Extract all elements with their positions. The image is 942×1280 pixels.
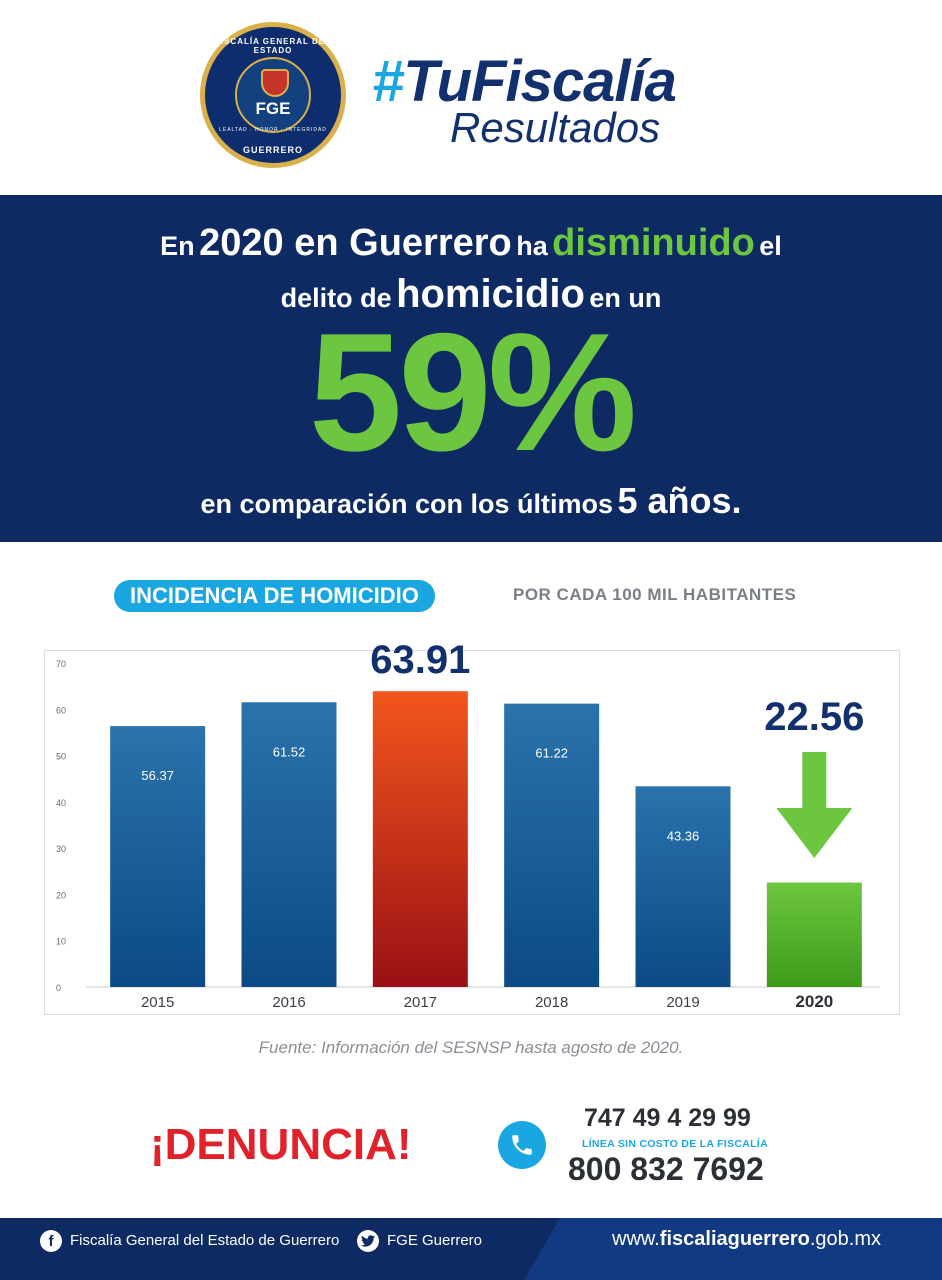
headline-years: 5 años <box>617 480 732 521</box>
data-label: 43.36 <box>667 828 700 843</box>
facebook-page-link[interactable]: Fiscalía General del Estado de Guerrero <box>70 1232 340 1249</box>
data-source-note: Fuente: Información del SESNSP hasta ago… <box>258 1038 684 1057</box>
web-prefix: www. <box>612 1228 660 1250</box>
campaign-hashtag: #TuFiscalía <box>372 48 677 115</box>
headline-text: ha <box>516 231 548 261</box>
data-label: 61.22 <box>535 746 568 761</box>
web-domain: fiscaliaguerrero <box>659 1228 810 1250</box>
reduction-percentage: 59% <box>308 298 637 486</box>
data-label-max: 63.91 <box>370 638 470 682</box>
phone-number-local[interactable]: 747 49 4 29 99 <box>584 1104 751 1132</box>
denuncia-heading: ¡DENUNCIA! <box>150 1120 412 1169</box>
seal-emblem: FGE <box>235 57 311 133</box>
hashtag-word: TuFiscalía <box>403 49 677 114</box>
down-arrow-icon <box>776 752 853 858</box>
seal-bottom-text: GUERRERO <box>242 145 303 155</box>
website-link[interactable]: www.fiscaliaguerrero.gob.mx <box>612 1228 881 1251</box>
headline-line-2: delito de homicidio en un <box>0 272 942 317</box>
x-tick-label: 2020 <box>795 992 833 1011</box>
data-label: 61.52 <box>273 744 306 759</box>
headline-line-1: En 2020 en Guerrero ha disminuido el <box>0 222 942 265</box>
twitter-handle-link[interactable]: FGE Guerrero <box>387 1232 483 1249</box>
data-label-current: 22.56 <box>764 695 864 739</box>
x-tick-label: 2016 <box>272 994 305 1011</box>
bar-2017 <box>372 691 468 987</box>
bar-2018 <box>504 703 600 987</box>
headline-text: en comparación con los últimos <box>200 489 614 519</box>
headline-text: En <box>160 231 195 261</box>
headline-banner <box>0 195 942 542</box>
phone-icon <box>498 1121 546 1169</box>
x-tick-label: 2019 <box>666 994 699 1011</box>
headline-line-3: en comparación con los últimos 5 años. <box>0 480 942 522</box>
campaign-subtitle: Resultados <box>450 104 661 151</box>
y-tick-label: 10 <box>56 937 66 947</box>
y-tick-label: 20 <box>56 890 66 900</box>
y-tick-label: 50 <box>56 752 66 762</box>
facebook-icon[interactable]: f <box>40 1230 62 1252</box>
header: FISCALÍA GENERAL DEL ESTADO FGE LEALTAD … <box>0 0 942 195</box>
web-suffix: .gob.mx <box>809 1228 882 1250</box>
seal-motto: LEALTAD · HONOR · INTEGRIDAD <box>219 127 327 133</box>
bar-2015 <box>110 726 206 987</box>
headline-text: delito de <box>280 283 392 313</box>
toll-free-note: LÍNEA SIN COSTO DE LA FISCALÍA <box>582 1138 768 1150</box>
seal-top-text: FISCALÍA GENERAL DEL ESTADO <box>214 37 331 55</box>
headline-text: en un <box>589 283 662 313</box>
y-tick-label: 30 <box>56 844 66 854</box>
y-tick-label: 0 <box>56 983 61 993</box>
bar-2020 <box>766 882 862 987</box>
fge-seal-logo: FISCALÍA GENERAL DEL ESTADO FGE LEALTAD … <box>200 22 346 168</box>
x-tick-label: 2015 <box>141 994 174 1011</box>
y-tick-label: 60 <box>56 705 66 715</box>
data-label: 56.37 <box>141 768 174 783</box>
y-tick-label: 70 <box>56 659 66 669</box>
chart-title: INCIDENCIA DE HOMICIDIO <box>114 580 435 612</box>
headline-period: . <box>731 480 742 521</box>
x-tick-label: 2017 <box>404 994 437 1011</box>
y-tick-label: 40 <box>56 798 66 808</box>
footer-bar <box>0 1218 942 1280</box>
headline-text: el <box>759 231 782 261</box>
homicide-bar-chart: 0 10 20 30 40 50 60 70 2015 56.37 2016 61.52 2017 63… <box>56 638 880 1011</box>
headline-year-state: 2020 en Guerrero <box>199 222 512 264</box>
chart-subtitle: POR CADA 100 MIL HABITANTES <box>513 585 797 604</box>
headline-crime: homicidio <box>396 272 585 316</box>
x-tick-label: 2018 <box>535 994 568 1011</box>
seal-center-text: FGE <box>255 99 291 118</box>
headline-keyword: disminuido <box>552 222 755 264</box>
bar-2019 <box>635 786 731 987</box>
phone-number-toll-free[interactable]: 800 832 7692 <box>568 1151 764 1187</box>
bar-2016 <box>241 702 337 987</box>
hashtag-symbol: # <box>372 49 404 114</box>
shield-icon <box>261 69 289 97</box>
twitter-icon[interactable] <box>357 1230 379 1252</box>
